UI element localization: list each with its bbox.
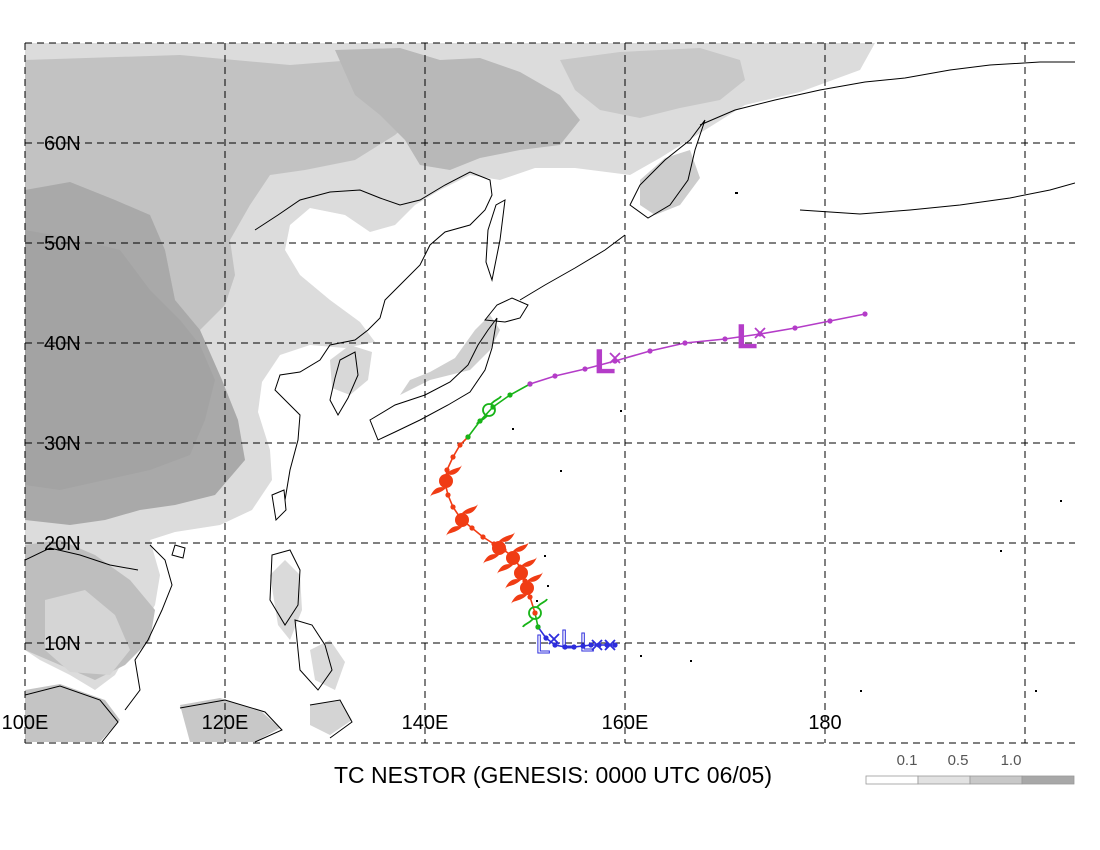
track-segment bbox=[467, 383, 531, 438]
longitude-labels: 100E 120E 140E 160E 180 bbox=[2, 712, 842, 734]
latitude-label: 30N bbox=[44, 433, 81, 455]
low-pressure-symbol: L bbox=[580, 627, 594, 657]
track-point bbox=[562, 644, 568, 650]
track-point bbox=[552, 642, 558, 648]
longitude-label: 160E bbox=[602, 712, 649, 734]
low-pressure-symbol: L bbox=[737, 318, 758, 356]
latitude-label: 60N bbox=[44, 133, 81, 155]
track-point bbox=[792, 325, 798, 331]
track-point bbox=[582, 366, 588, 372]
legend-swatch bbox=[1021, 775, 1075, 785]
grid-lines bbox=[24, 42, 1075, 744]
longitude-label: 180 bbox=[808, 712, 841, 734]
track-point bbox=[647, 348, 653, 354]
legend-swatch bbox=[865, 775, 919, 785]
track-point bbox=[552, 373, 558, 379]
typhoon-symbol bbox=[483, 532, 515, 564]
legend-label-mid: 0.5 bbox=[948, 752, 969, 769]
typhoon-symbol bbox=[505, 557, 537, 589]
typhoon-symbol bbox=[511, 572, 543, 604]
track-segment bbox=[529, 313, 866, 385]
legend-swatches bbox=[865, 775, 1075, 785]
low-pressure-symbol: L bbox=[595, 343, 616, 381]
coastlines bbox=[25, 61, 1075, 743]
track-point bbox=[543, 635, 549, 641]
typhoon-symbol bbox=[446, 504, 478, 536]
longitude-label: 120E bbox=[202, 712, 249, 734]
track-point bbox=[862, 311, 868, 317]
track-point bbox=[588, 642, 594, 648]
track-point bbox=[535, 624, 541, 630]
track-point bbox=[612, 642, 618, 648]
low-pressure-symbol: L bbox=[561, 624, 575, 654]
track-point bbox=[527, 594, 533, 600]
typhoon-symbol bbox=[430, 465, 462, 497]
track-point bbox=[444, 467, 450, 473]
track-point bbox=[580, 643, 586, 649]
track-point bbox=[827, 318, 833, 324]
latitude-label: 50N bbox=[44, 233, 81, 255]
track-point bbox=[532, 610, 538, 616]
storm-track: L L LLL bbox=[430, 311, 868, 660]
elevation-shading bbox=[25, 43, 875, 742]
position-cross-symbol bbox=[609, 352, 621, 364]
position-cross-symbol bbox=[548, 633, 560, 645]
legend-label-low: 0.1 bbox=[897, 752, 918, 769]
tropical-storm-symbol bbox=[522, 598, 548, 628]
track-point bbox=[450, 504, 456, 510]
track-point bbox=[445, 492, 451, 498]
track-point bbox=[571, 644, 577, 650]
track-point bbox=[480, 534, 486, 540]
typhoon-symbol bbox=[497, 542, 529, 574]
track-point bbox=[450, 454, 456, 460]
tropical-storm-symbol bbox=[476, 395, 502, 425]
legend-label-high: 1.0 bbox=[1001, 752, 1022, 769]
position-cross-symbol bbox=[604, 639, 616, 651]
track-point bbox=[465, 434, 471, 440]
legend-swatch bbox=[969, 775, 1023, 785]
longitude-label: 100E bbox=[2, 712, 49, 734]
map-caption: TC NESTOR (GENESIS: 0000 UTC 06/05) bbox=[334, 762, 772, 788]
latitude-labels: 60N 50N 40N 30N 20N 10N bbox=[44, 133, 81, 655]
island-dots bbox=[512, 192, 1062, 692]
track-point bbox=[682, 340, 688, 346]
track-point bbox=[722, 336, 728, 342]
latitude-label: 40N bbox=[44, 333, 81, 355]
latitude-label: 10N bbox=[44, 633, 81, 655]
track-point bbox=[527, 381, 533, 387]
legend-swatch bbox=[917, 775, 971, 785]
track-point bbox=[469, 525, 475, 531]
track-point bbox=[457, 442, 463, 448]
longitude-label: 140E bbox=[402, 712, 449, 734]
position-cross-symbol bbox=[754, 327, 766, 339]
track-point bbox=[507, 392, 513, 398]
position-cross-symbol bbox=[591, 639, 603, 651]
elevation-legend: 0.1 0.5 1.0 bbox=[865, 752, 1075, 785]
low-pressure-symbol: L bbox=[536, 629, 550, 659]
latitude-label: 20N bbox=[44, 533, 81, 555]
